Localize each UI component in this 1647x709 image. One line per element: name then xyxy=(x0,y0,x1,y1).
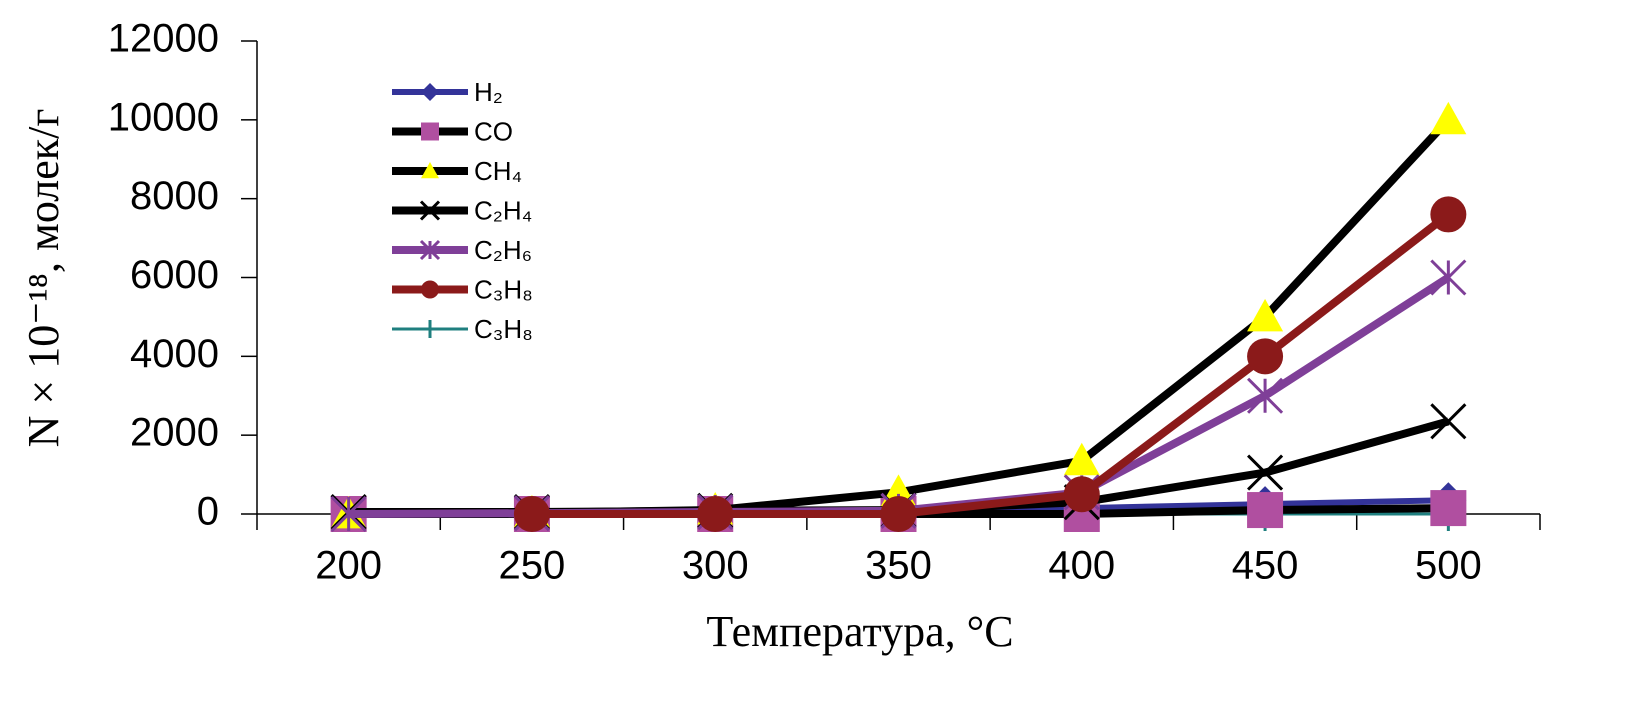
marker xyxy=(421,280,439,299)
series-line xyxy=(531,211,1451,518)
x-tick-label: 400 xyxy=(1048,544,1115,588)
marker xyxy=(1247,492,1284,529)
marker xyxy=(1430,101,1467,135)
marker xyxy=(421,83,439,101)
y-tick-label: 0 xyxy=(197,490,219,534)
marker xyxy=(419,200,441,221)
x-tick-label: 300 xyxy=(682,544,749,588)
x-tick-label: 350 xyxy=(865,544,932,588)
marker xyxy=(1430,196,1467,233)
marker xyxy=(421,162,439,179)
y-tick-label: 8000 xyxy=(130,174,219,218)
legend-label: H₂ xyxy=(474,77,503,107)
legend-label: C₂H₆ xyxy=(474,235,532,265)
marker xyxy=(1430,403,1467,440)
y-tick-label: 10000 xyxy=(108,95,219,139)
marker xyxy=(1247,298,1284,332)
x-tick-label: 450 xyxy=(1232,544,1299,588)
marker xyxy=(1063,476,1100,513)
marker xyxy=(697,496,734,532)
legend-label: CH₄ xyxy=(474,156,522,186)
marker xyxy=(1247,338,1284,375)
x-tick-label: 200 xyxy=(315,544,382,588)
x-tick-label: 500 xyxy=(1415,544,1482,588)
marker xyxy=(1430,490,1467,527)
marker xyxy=(513,496,550,532)
y-tick-label: 12000 xyxy=(108,17,219,61)
marker xyxy=(1430,259,1467,296)
y-tick-label: 4000 xyxy=(130,332,219,376)
marker xyxy=(330,495,367,533)
legend-label: CO xyxy=(474,116,513,146)
x-axis-label: Температура, °C xyxy=(706,607,1013,656)
marker xyxy=(1247,454,1284,491)
x-tick-label: 250 xyxy=(499,544,566,588)
marker xyxy=(1063,442,1100,476)
marker xyxy=(421,320,439,338)
y-tick-label: 2000 xyxy=(130,411,219,455)
marker xyxy=(1247,377,1284,414)
legend-label: C₃H₈ xyxy=(474,274,533,304)
y-axis-label: N × 10⁻¹⁸, молек/г xyxy=(19,109,68,448)
marker xyxy=(421,122,439,141)
marker xyxy=(419,239,441,261)
marker xyxy=(880,496,917,532)
y-tick-label: 6000 xyxy=(130,253,219,297)
legend-label: C₂H₄ xyxy=(474,195,532,225)
legend-label: C₃H₈ xyxy=(474,314,533,344)
